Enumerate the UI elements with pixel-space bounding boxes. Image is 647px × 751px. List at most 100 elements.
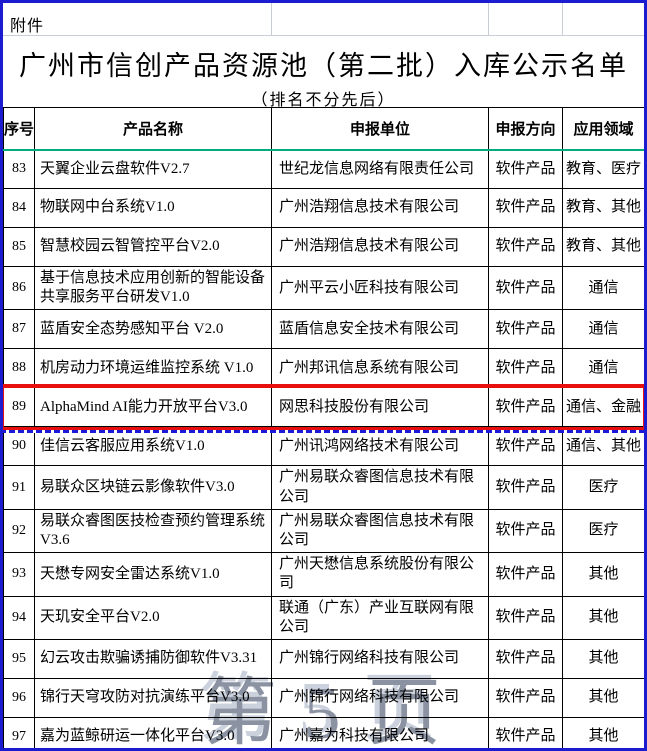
cell-field: 教育、其他 — [562, 188, 644, 228]
cell-product: 机房动力环境运维监控系统 V1.0 — [34, 348, 272, 389]
gridline-vertical — [488, 3, 489, 36]
table-row: 94 天玑安全平台V2.0 联通（广东）产业互联网有限公司 软件产品 其他 — [3, 595, 644, 640]
header-row: 序号 产品名称 申报单位 申报方向 应用领域 — [3, 107, 644, 151]
cell-direction: 软件产品 — [488, 309, 563, 350]
cell-field: 通信、金融 — [562, 387, 644, 428]
cell-no: 86 — [3, 265, 35, 311]
gridline-vertical — [271, 3, 272, 36]
cell-field: 其他 — [562, 638, 644, 679]
table-row: 96 锦行天穹攻防对抗演练平台V3.0 广州锦行网络科技有限公司 软件产品 其他 — [3, 677, 644, 718]
cell-direction: 软件产品 — [488, 387, 563, 428]
cell-field: 通信、其他 — [562, 426, 644, 467]
cell-company: 广州浩翔信息技术有限公司 — [271, 188, 489, 228]
cell-field: 其他 — [562, 677, 644, 718]
cell-direction: 软件产品 — [488, 227, 563, 267]
table-row: 95 幻云攻击欺骗诱捕防御软件V3.31 广州锦行网络科技有限公司 软件产品 其… — [3, 638, 644, 679]
cell-product: 易联众睿图医技检查预约管理系统V3.6 — [34, 508, 272, 554]
cell-no: 87 — [3, 309, 35, 350]
cell-product: 智慧校园云智管控平台V2.0 — [34, 227, 272, 267]
cell-direction: 软件产品 — [488, 716, 563, 748]
cell-company: 广州浩翔信息技术有限公司 — [271, 227, 489, 267]
cell-field: 通信 — [562, 348, 644, 389]
product-table: 序号 产品名称 申报单位 申报方向 应用领域 83 天翼企业云盘软件V2.7 世纪龙信息… — [3, 107, 644, 748]
cell-field: 医疗 — [562, 465, 644, 510]
table-row: 97 嘉为蓝鲸研运一体化平台V3.0 广州嘉为科技有限公司 软件产品 其他 — [3, 716, 644, 748]
cell-no: 92 — [3, 508, 35, 554]
cell-company: 广州锦行网络科技有限公司 — [271, 677, 489, 718]
cell-product: 天玑安全平台V2.0 — [34, 595, 272, 640]
table-body: 83 天翼企业云盘软件V2.7 世纪龙信息网络有限责任公司 软件产品 教育、医疗… — [3, 149, 644, 748]
cell-company: 网思科技股份有限公司 — [271, 387, 489, 428]
table-row: 86 基于信息技术应用创新的智能设备共享服务平台研发V1.0 广州平云小匠科技有… — [3, 265, 644, 311]
cell-no: 95 — [3, 638, 35, 679]
cell-direction: 软件产品 — [488, 149, 563, 189]
cell-product: 嘉为蓝鲸研运一体化平台V3.0 — [34, 716, 272, 748]
cell-company: 世纪龙信息网络有限责任公司 — [271, 149, 489, 189]
cell-company: 广州邦讯信息系统有限公司 — [271, 348, 489, 389]
table-row: 83 天翼企业云盘软件V2.7 世纪龙信息网络有限责任公司 软件产品 教育、医疗 — [3, 149, 644, 189]
cell-product: 易联众区块链云影像软件V3.0 — [34, 465, 272, 510]
gridline-vertical — [562, 3, 563, 36]
table-row: 87 蓝盾安全态势感知平台 V2.0 蓝盾信息安全技术有限公司 软件产品 通信 — [3, 309, 644, 350]
page-subtitle: （排名不分先后） — [251, 92, 396, 109]
cell-no: 83 — [3, 149, 35, 189]
column-header: 申报单位 — [271, 107, 489, 151]
cell-direction: 软件产品 — [488, 188, 563, 228]
table-row: 93 天懋专网安全雷达系统V1.0 广州天懋信息系统股份有限公司 软件产品 其他 — [3, 552, 644, 597]
cell-direction: 软件产品 — [488, 552, 563, 597]
cell-direction: 软件产品 — [488, 426, 563, 467]
column-header: 序号 — [3, 107, 35, 151]
cell-company: 联通（广东）产业互联网有限公司 — [271, 595, 489, 640]
column-header: 产品名称 — [34, 107, 272, 151]
page-title: 广州市信创产品资源池（第二批）入库公示名单 — [19, 51, 628, 81]
cell-product: 佳信云客服应用系统V1.0 — [34, 426, 272, 467]
table-row: 84 物联网中台系统V1.0 广州浩翔信息技术有限公司 软件产品 教育、其他 — [3, 188, 644, 228]
cell-no: 91 — [3, 465, 35, 510]
cell-no: 85 — [3, 227, 35, 267]
cell-product: 蓝盾安全态势感知平台 V2.0 — [34, 309, 272, 350]
cell-product: 天翼企业云盘软件V2.7 — [34, 149, 272, 189]
cell-no: 97 — [3, 716, 35, 748]
attachment-label: 附件 — [10, 18, 45, 35]
title-block: 广州市信创产品资源池（第二批）入库公示名单 （排名不分先后） — [3, 36, 644, 109]
table-row: 92 易联众睿图医技检查预约管理系统V3.6 广州易联众睿图信息技术有限公司 软… — [3, 508, 644, 554]
cell-product: 天懋专网安全雷达系统V1.0 — [34, 552, 272, 597]
cell-direction: 软件产品 — [488, 265, 563, 311]
cell-product: AlphaMind AI能力开放平台V3.0 — [34, 387, 272, 428]
cell-direction: 软件产品 — [488, 508, 563, 554]
cell-company: 蓝盾信息安全技术有限公司 — [271, 309, 489, 350]
cell-direction: 软件产品 — [488, 677, 563, 718]
cell-field: 其他 — [562, 716, 644, 748]
cell-field: 其他 — [562, 595, 644, 640]
cell-company: 广州锦行网络科技有限公司 — [271, 638, 489, 679]
cell-company: 广州嘉为科技有限公司 — [271, 716, 489, 748]
table-row: 91 易联众区块链云影像软件V3.0 广州易联众睿图信息技术有限公司 软件产品 … — [3, 465, 644, 510]
cell-field: 通信 — [562, 309, 644, 350]
cell-company: 广州天懋信息系统股份有限公司 — [271, 552, 489, 597]
cell-product: 物联网中台系统V1.0 — [34, 188, 272, 228]
cell-direction: 软件产品 — [488, 465, 563, 510]
table-row: 90 佳信云客服应用系统V1.0 广州讯鸿网络技术有限公司 软件产品 通信、其他 — [3, 426, 644, 467]
cell-field: 教育、其他 — [562, 227, 644, 267]
cell-no: 88 — [3, 348, 35, 389]
cell-direction: 软件产品 — [488, 595, 563, 640]
cell-no: 84 — [3, 188, 35, 228]
cell-no: 93 — [3, 552, 35, 597]
cell-direction: 软件产品 — [488, 348, 563, 389]
attachment-row: 附件 — [3, 3, 644, 36]
table-row: 89 AlphaMind AI能力开放平台V3.0 网思科技股份有限公司 软件产… — [3, 387, 644, 428]
cell-field: 其他 — [562, 552, 644, 597]
cell-no: 96 — [3, 677, 35, 718]
column-header: 应用领域 — [562, 107, 644, 151]
cell-field: 教育、医疗 — [562, 149, 644, 189]
cell-company: 广州平云小匠科技有限公司 — [271, 265, 489, 311]
cell-company: 广州易联众睿图信息技术有限公司 — [271, 508, 489, 554]
cell-direction: 软件产品 — [488, 638, 563, 679]
column-header: 申报方向 — [488, 107, 563, 151]
cell-no: 90 — [3, 426, 35, 467]
cell-product: 锦行天穹攻防对抗演练平台V3.0 — [34, 677, 272, 718]
cell-no: 94 — [3, 595, 35, 640]
table-row: 88 机房动力环境运维监控系统 V1.0 广州邦讯信息系统有限公司 软件产品 通… — [3, 348, 644, 389]
cell-no: 89 — [3, 387, 35, 428]
